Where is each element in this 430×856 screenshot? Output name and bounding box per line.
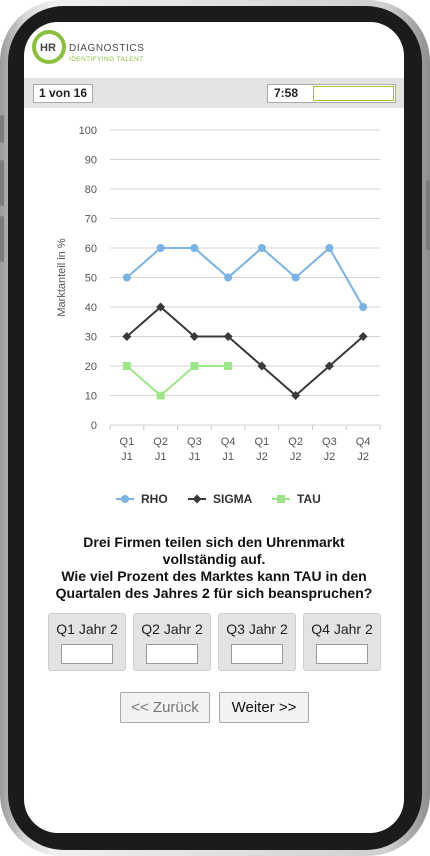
y-tick-label: 0 xyxy=(91,420,97,432)
question-line-4: Quartalen des Jahres 2 für sich beanspru… xyxy=(55,585,373,601)
question-line-2: vollständig auf. xyxy=(162,551,266,567)
answer-input-q1[interactable] xyxy=(61,644,113,664)
time-remaining: 7:58 xyxy=(274,86,299,100)
answer-group: Q1 Jahr 2 Q2 Jahr 2 Q3 Jahr 2 Q4 Jahr 2 xyxy=(48,613,381,671)
answer-label-q1: Q1 Jahr 2 xyxy=(56,621,118,637)
data-point-rho xyxy=(122,273,131,282)
data-point-rho xyxy=(224,273,233,282)
x-tick-label-quarter: Q1 xyxy=(120,436,135,448)
x-tick-label-year: J1 xyxy=(189,451,201,463)
x-tick-label-year: J2 xyxy=(290,451,302,463)
data-point-rho xyxy=(325,244,334,252)
data-point-rho xyxy=(190,244,199,252)
x-tick-label-quarter: Q2 xyxy=(153,436,168,448)
x-tick-label-quarter: Q4 xyxy=(221,436,236,448)
data-point-sigma xyxy=(223,332,233,341)
series-line-sigma xyxy=(126,305,364,397)
question-line-1: Drei Firmen teilen sich den Uhrenmarkt xyxy=(83,534,345,550)
y-tick-label: 90 xyxy=(85,155,97,167)
answer-box-q4: Q4 Jahr 2 xyxy=(303,613,381,671)
data-point-sigma xyxy=(156,302,166,312)
data-point-rho xyxy=(359,303,368,311)
brand-name: DIAGNOSTICS xyxy=(69,43,145,54)
data-point-tau xyxy=(190,362,199,370)
y-tick-label: 20 xyxy=(85,361,97,373)
legend-label-tau: TAU xyxy=(297,492,321,506)
progress-bar xyxy=(313,86,394,101)
answer-input-q3[interactable] xyxy=(231,644,283,664)
y-tick-label: 40 xyxy=(85,302,97,314)
y-tick-label: 100 xyxy=(79,125,97,137)
x-tick-label-year: J2 xyxy=(256,451,268,463)
phone-power-button xyxy=(426,180,430,250)
y-axis-label: Marktanteil in % xyxy=(56,238,68,316)
y-tick-label: 50 xyxy=(85,273,97,285)
header: HR DIAGNOSTICS IDENTIFYING TALENT xyxy=(24,22,404,78)
x-tick-label-year: J1 xyxy=(222,451,234,463)
legend-label-rho: RHO xyxy=(141,492,168,506)
x-tick-label-quarter: Q3 xyxy=(322,436,337,448)
back-button[interactable]: << Zurück xyxy=(120,692,210,723)
x-tick-label-year: J1 xyxy=(155,451,167,463)
phone-side-button xyxy=(0,115,4,143)
y-tick-label: 30 xyxy=(85,332,97,344)
series-line-rho xyxy=(126,246,364,308)
data-point-rho xyxy=(291,273,300,282)
x-tick-label-quarter: Q1 xyxy=(255,436,270,448)
screen: HR DIAGNOSTICS IDENTIFYING TALENT 1 von … xyxy=(24,22,404,833)
data-point-rho xyxy=(257,244,266,252)
phone-volume-down-button xyxy=(0,216,4,262)
answer-input-q4[interactable] xyxy=(316,644,368,664)
answer-box-q2: Q2 Jahr 2 xyxy=(133,613,211,671)
answer-label-q3: Q3 Jahr 2 xyxy=(226,621,288,637)
data-point-sigma xyxy=(122,332,132,341)
answer-input-q2[interactable] xyxy=(146,644,198,664)
x-tick-label-quarter: Q4 xyxy=(356,436,371,448)
data-point-tau xyxy=(224,362,233,370)
legend-label-sigma: SIGMA xyxy=(213,492,253,506)
x-tick-label-quarter: Q2 xyxy=(288,436,303,448)
line-chart: 0 10 20 30 40 50 60 70 80 90 100 Q1 J1 Q2 J1 Q3 J1 Q4 J1 Q1… xyxy=(56,125,381,506)
legend-marker-sigma xyxy=(192,494,202,504)
data-point-sigma xyxy=(291,391,301,400)
y-tick-label: 10 xyxy=(85,391,97,403)
status-bar: 1 von 16 7:58 xyxy=(24,78,404,108)
x-tick-label-year: J2 xyxy=(357,451,369,463)
series-line-tau xyxy=(126,365,229,397)
x-tick-label-quarter: Q3 xyxy=(187,436,202,448)
data-point-tau xyxy=(156,391,165,400)
phone-volume-up-button xyxy=(0,160,4,206)
data-point-rho xyxy=(156,244,165,252)
y-tick-label: 80 xyxy=(85,184,97,196)
data-point-tau xyxy=(122,362,131,370)
y-tick-label: 70 xyxy=(85,214,97,226)
question-counter: 1 von 16 xyxy=(33,84,94,103)
logo-mark: HR xyxy=(40,42,56,54)
x-tick-label-year: J2 xyxy=(324,451,336,463)
legend-marker-tau xyxy=(277,495,285,503)
answer-box-q3: Q3 Jahr 2 xyxy=(218,613,296,671)
y-tick-label: 60 xyxy=(85,243,97,255)
x-tick-label-year: J1 xyxy=(121,451,133,463)
data-point-sigma xyxy=(189,332,199,341)
question-text: Drei Firmen teilen sich den Uhrenmarkt v… xyxy=(34,534,394,602)
legend-marker-rho xyxy=(121,495,129,503)
logo-ring-icon xyxy=(32,30,66,64)
data-point-sigma xyxy=(257,361,267,371)
timer-box: 7:58 xyxy=(267,84,396,103)
next-button[interactable]: Weiter >> xyxy=(219,692,309,723)
data-point-sigma xyxy=(358,332,368,341)
question-line-3: Wie viel Prozent des Marktes kann TAU in… xyxy=(61,568,367,584)
answer-box-q1: Q1 Jahr 2 xyxy=(48,613,126,671)
answer-label-q4: Q4 Jahr 2 xyxy=(311,621,373,637)
answer-label-q2: Q2 Jahr 2 xyxy=(141,621,203,637)
data-point-sigma xyxy=(324,361,334,371)
brand-tagline: IDENTIFYING TALENT xyxy=(69,56,144,63)
